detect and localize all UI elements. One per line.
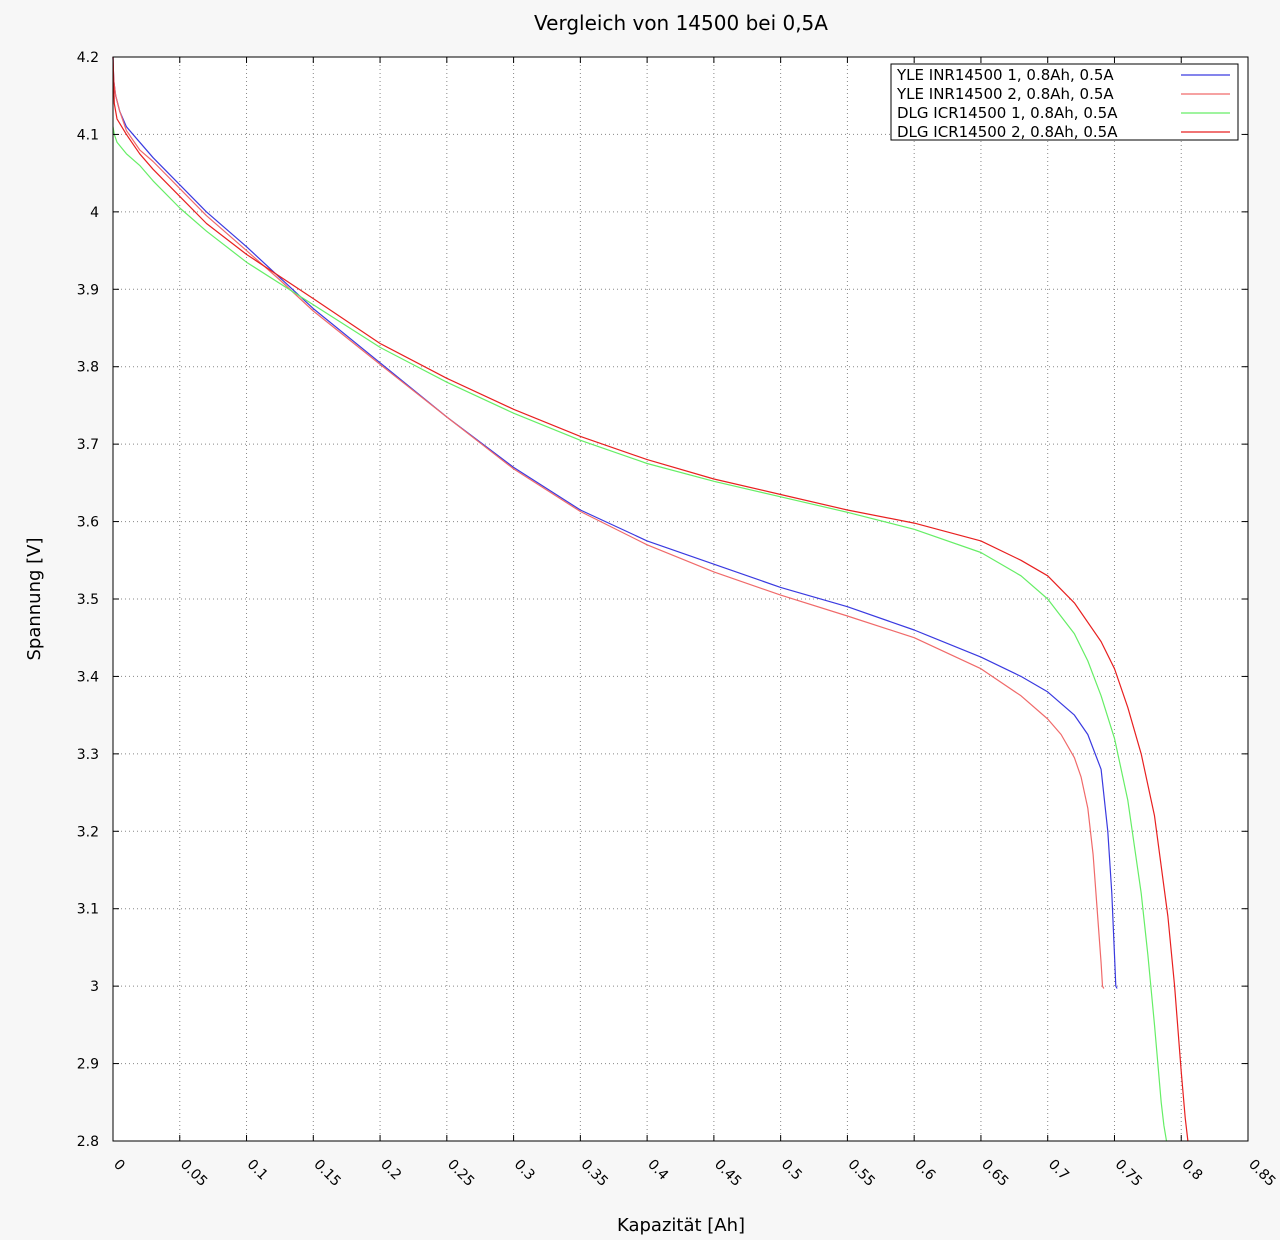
y-tick-label: 3: [90, 979, 99, 995]
y-tick-label: 2.9: [77, 1057, 99, 1073]
x-tick-label: 0.55: [845, 1157, 878, 1190]
y-tick-label: 3.8: [77, 360, 99, 376]
x-tick-label: 0.3: [511, 1157, 538, 1184]
grid: [113, 57, 1248, 1141]
x-tick-label: 0.25: [444, 1157, 477, 1190]
series-line-2: [112, 56, 1105, 989]
x-tick-label: 0.7: [1045, 1157, 1072, 1184]
y-tick-label: 4.1: [77, 127, 99, 143]
x-tick-label: 0.65: [978, 1157, 1011, 1190]
y-tick-label: 3.3: [77, 747, 99, 763]
x-tick-label: 0.5: [778, 1157, 805, 1184]
y-tick-label: 4: [90, 205, 99, 221]
legend-label-3: DLG ICR14500 1, 0.8Ah, 0.5A: [897, 104, 1118, 122]
series-line-4: [112, 56, 1189, 1142]
y-tick-label: 3.9: [77, 282, 99, 298]
plot-background: [113, 57, 1248, 1141]
legend-label-4: DLG ICR14500 2, 0.8Ah, 0.5A: [897, 123, 1118, 141]
y-tick-label: 3.5: [77, 592, 99, 608]
y-tick-label: 3.4: [77, 669, 99, 685]
y-tick-label: 3.1: [77, 902, 99, 918]
x-tick-label: 0.1: [244, 1157, 271, 1184]
x-tick-label: 0.45: [711, 1157, 744, 1190]
x-tick-label: 0.85: [1245, 1157, 1278, 1190]
chart-title: Vergleich von 14500 bei 0,5A: [534, 11, 828, 35]
x-tick-label: 0.4: [644, 1157, 671, 1184]
series-lines: [112, 56, 1189, 1142]
series-line-1: [112, 56, 1118, 989]
legend-label-1: YLE INR14500 1, 0.8Ah, 0.5A: [896, 66, 1114, 84]
x-tick-label: 0.05: [177, 1157, 210, 1190]
x-tick-label: 0.2: [377, 1157, 404, 1184]
y-tick-label: 4.2: [77, 50, 99, 66]
y-tick-label: 3.2: [77, 824, 99, 840]
x-tick-label: 0: [110, 1157, 128, 1175]
x-tick-label: 0.35: [578, 1157, 611, 1190]
legend-box: [890, 63, 1239, 141]
y-axis-ticks: 2.8 2.9 3 3.1 3.2 3.3 3.4 3.5 3.6 3.7 3.8 3.9 4 4.1 4.…: [77, 50, 1248, 1150]
y-tick-label: 3.6: [77, 515, 99, 531]
x-tick-label: 0.8: [1178, 1157, 1205, 1184]
x-axis-label: Kapazität [Ah]: [617, 1215, 745, 1236]
x-tick-label: 0.75: [1112, 1157, 1145, 1190]
series-line-3: [112, 126, 1168, 1142]
y-tick-label: 3.7: [77, 437, 99, 453]
y-tick-label: 2.8: [77, 1134, 99, 1150]
x-tick-label: 0.6: [911, 1157, 938, 1184]
y-axis-label: Spannung [V]: [24, 537, 45, 660]
legend-label-2: YLE INR14500 2, 0.8Ah, 0.5A: [896, 85, 1114, 103]
x-tick-label: 0.15: [310, 1157, 343, 1190]
